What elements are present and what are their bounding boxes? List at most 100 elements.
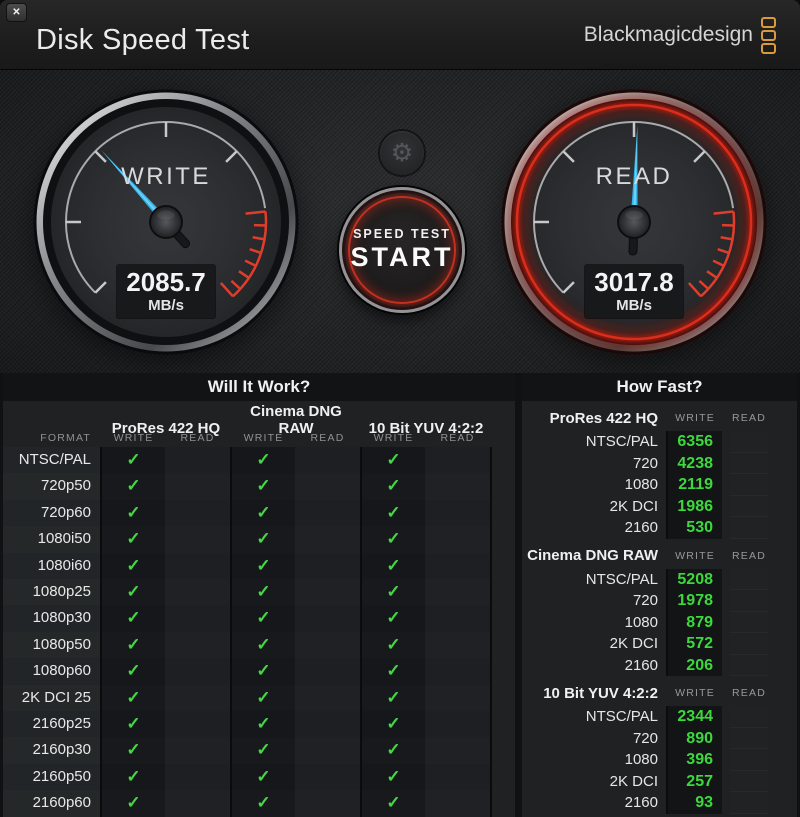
format-row: 1080p30 ✓ ✓ ✓ [3, 605, 515, 633]
close-button[interactable]: ✕ [6, 3, 27, 22]
column-divider [360, 737, 362, 765]
read-column-header: READ [732, 687, 766, 699]
read-cell [165, 605, 230, 633]
codec-header: ProRes 422 HQ [549, 409, 658, 427]
column-divider [230, 763, 232, 792]
column-divider [490, 710, 492, 739]
read-cell [295, 526, 360, 554]
read-speed-value: 3017.8 [594, 267, 674, 297]
column-divider [490, 684, 492, 712]
check-icon: ✓ [126, 766, 141, 786]
write-cell: ✓ [102, 790, 165, 817]
column-divider [666, 727, 668, 749]
write-speed-cell: 93 [668, 792, 722, 814]
write-cell: ✓ [102, 631, 165, 660]
speed-row: 720 1978 [522, 590, 797, 612]
resolution-label: 1080 [624, 476, 658, 494]
format-row: 1080p25 ✓ ✓ ✓ [3, 578, 515, 607]
read-cell [165, 710, 230, 739]
format-row: 1080i60 ✓ ✓ ✓ [3, 552, 515, 580]
gauge-area: WRITE 2085.7 MB/s [0, 70, 800, 373]
start-button-title: START [350, 242, 454, 272]
read-speed-cell [730, 727, 768, 749]
format-row: 1080p60 ✓ ✓ ✓ [3, 658, 515, 686]
resolution-label: NTSC/PAL [585, 433, 658, 451]
write-cell: ✓ [102, 552, 165, 580]
resolution-label: 1080 [624, 613, 658, 631]
speed-row: 2K DCI 1986 [522, 495, 797, 517]
settings-button[interactable]: ⚙ [380, 131, 424, 175]
read-speed-cell [730, 654, 768, 676]
format-label: 1080i50 [3, 526, 100, 554]
check-icon: ✓ [386, 450, 401, 469]
read-cell [425, 473, 490, 501]
read-cell [425, 526, 490, 554]
read-cell [425, 447, 490, 475]
format-row: 2K DCI 25 ✓ ✓ ✓ [3, 684, 515, 712]
column-divider [666, 792, 668, 814]
read-cell [165, 552, 230, 580]
column-divider [360, 684, 362, 712]
codec-header-row: ProRes 422 HQ Cinema DNG RAW 10 Bit YUV … [3, 401, 515, 437]
start-button-text: SPEED TEST START [342, 190, 462, 310]
check-icon: ✓ [256, 502, 271, 522]
check-icon: ✓ [256, 529, 271, 549]
write-cell: ✓ [232, 578, 295, 607]
column-divider [100, 790, 102, 817]
format-label: 1080p60 [3, 658, 100, 686]
write-cell: ✓ [232, 447, 295, 475]
column-divider [666, 654, 668, 676]
codec-section-header: Cinema DNG RAW WRITE READ [522, 543, 797, 569]
column-divider [666, 706, 668, 728]
write-cell: ✓ [102, 710, 165, 739]
check-icon: ✓ [256, 581, 271, 601]
format-label: 720p60 [3, 499, 100, 528]
read-cell [165, 499, 230, 528]
read-speed-cell [730, 706, 768, 728]
read-speed-cell [730, 749, 768, 771]
write-speed-cell: 879 [668, 611, 722, 633]
write-cell: ✓ [362, 605, 425, 633]
read-cell [295, 737, 360, 765]
write-value-box: 2085.7 MB/s [117, 265, 215, 318]
read-cell [425, 578, 490, 607]
write-cell: ✓ [362, 499, 425, 528]
read-cell [295, 578, 360, 607]
resolution-label: NTSC/PAL [585, 708, 658, 726]
check-icon: ✓ [386, 581, 401, 601]
column-divider [100, 552, 102, 580]
write-column-header: WRITE [675, 687, 715, 699]
write-cell: ✓ [232, 631, 295, 660]
column-divider [230, 473, 232, 501]
check-icon: ✓ [126, 713, 141, 733]
check-icon: ✓ [126, 687, 141, 707]
write-cell: ✓ [362, 684, 425, 712]
check-icon: ✓ [126, 793, 141, 813]
codec-section: 10 Bit YUV 4:2:2 WRITE READ NTSC/PAL 234… [522, 680, 797, 814]
write-cell: ✓ [362, 552, 425, 580]
format-row: 1080p50 ✓ ✓ ✓ [3, 631, 515, 660]
column-divider [360, 526, 362, 554]
read-cell [165, 790, 230, 817]
read-cell [425, 790, 490, 817]
read-column-header: READ [310, 431, 345, 444]
speed-row: 2160 530 [522, 517, 797, 539]
resolution-label: 2K DCI [609, 497, 658, 515]
column-divider [230, 499, 232, 528]
column-divider [230, 526, 232, 554]
write-cell: ✓ [102, 605, 165, 633]
column-divider [666, 517, 668, 539]
start-button[interactable]: SPEED TEST START [339, 187, 465, 313]
check-icon: ✓ [126, 555, 141, 575]
check-icon: ✓ [256, 766, 271, 786]
check-icon: ✓ [386, 555, 401, 575]
write-cell: ✓ [232, 499, 295, 528]
column-divider [360, 790, 362, 817]
write-speed-cell: 206 [668, 654, 722, 676]
write-speed-cell: 530 [668, 517, 722, 539]
read-cell [295, 710, 360, 739]
codec-section: ProRes 422 HQ WRITE READ NTSC/PAL 6356 [522, 405, 797, 539]
read-cell [165, 631, 230, 660]
read-cell [295, 499, 360, 528]
read-speed-cell [730, 633, 768, 655]
